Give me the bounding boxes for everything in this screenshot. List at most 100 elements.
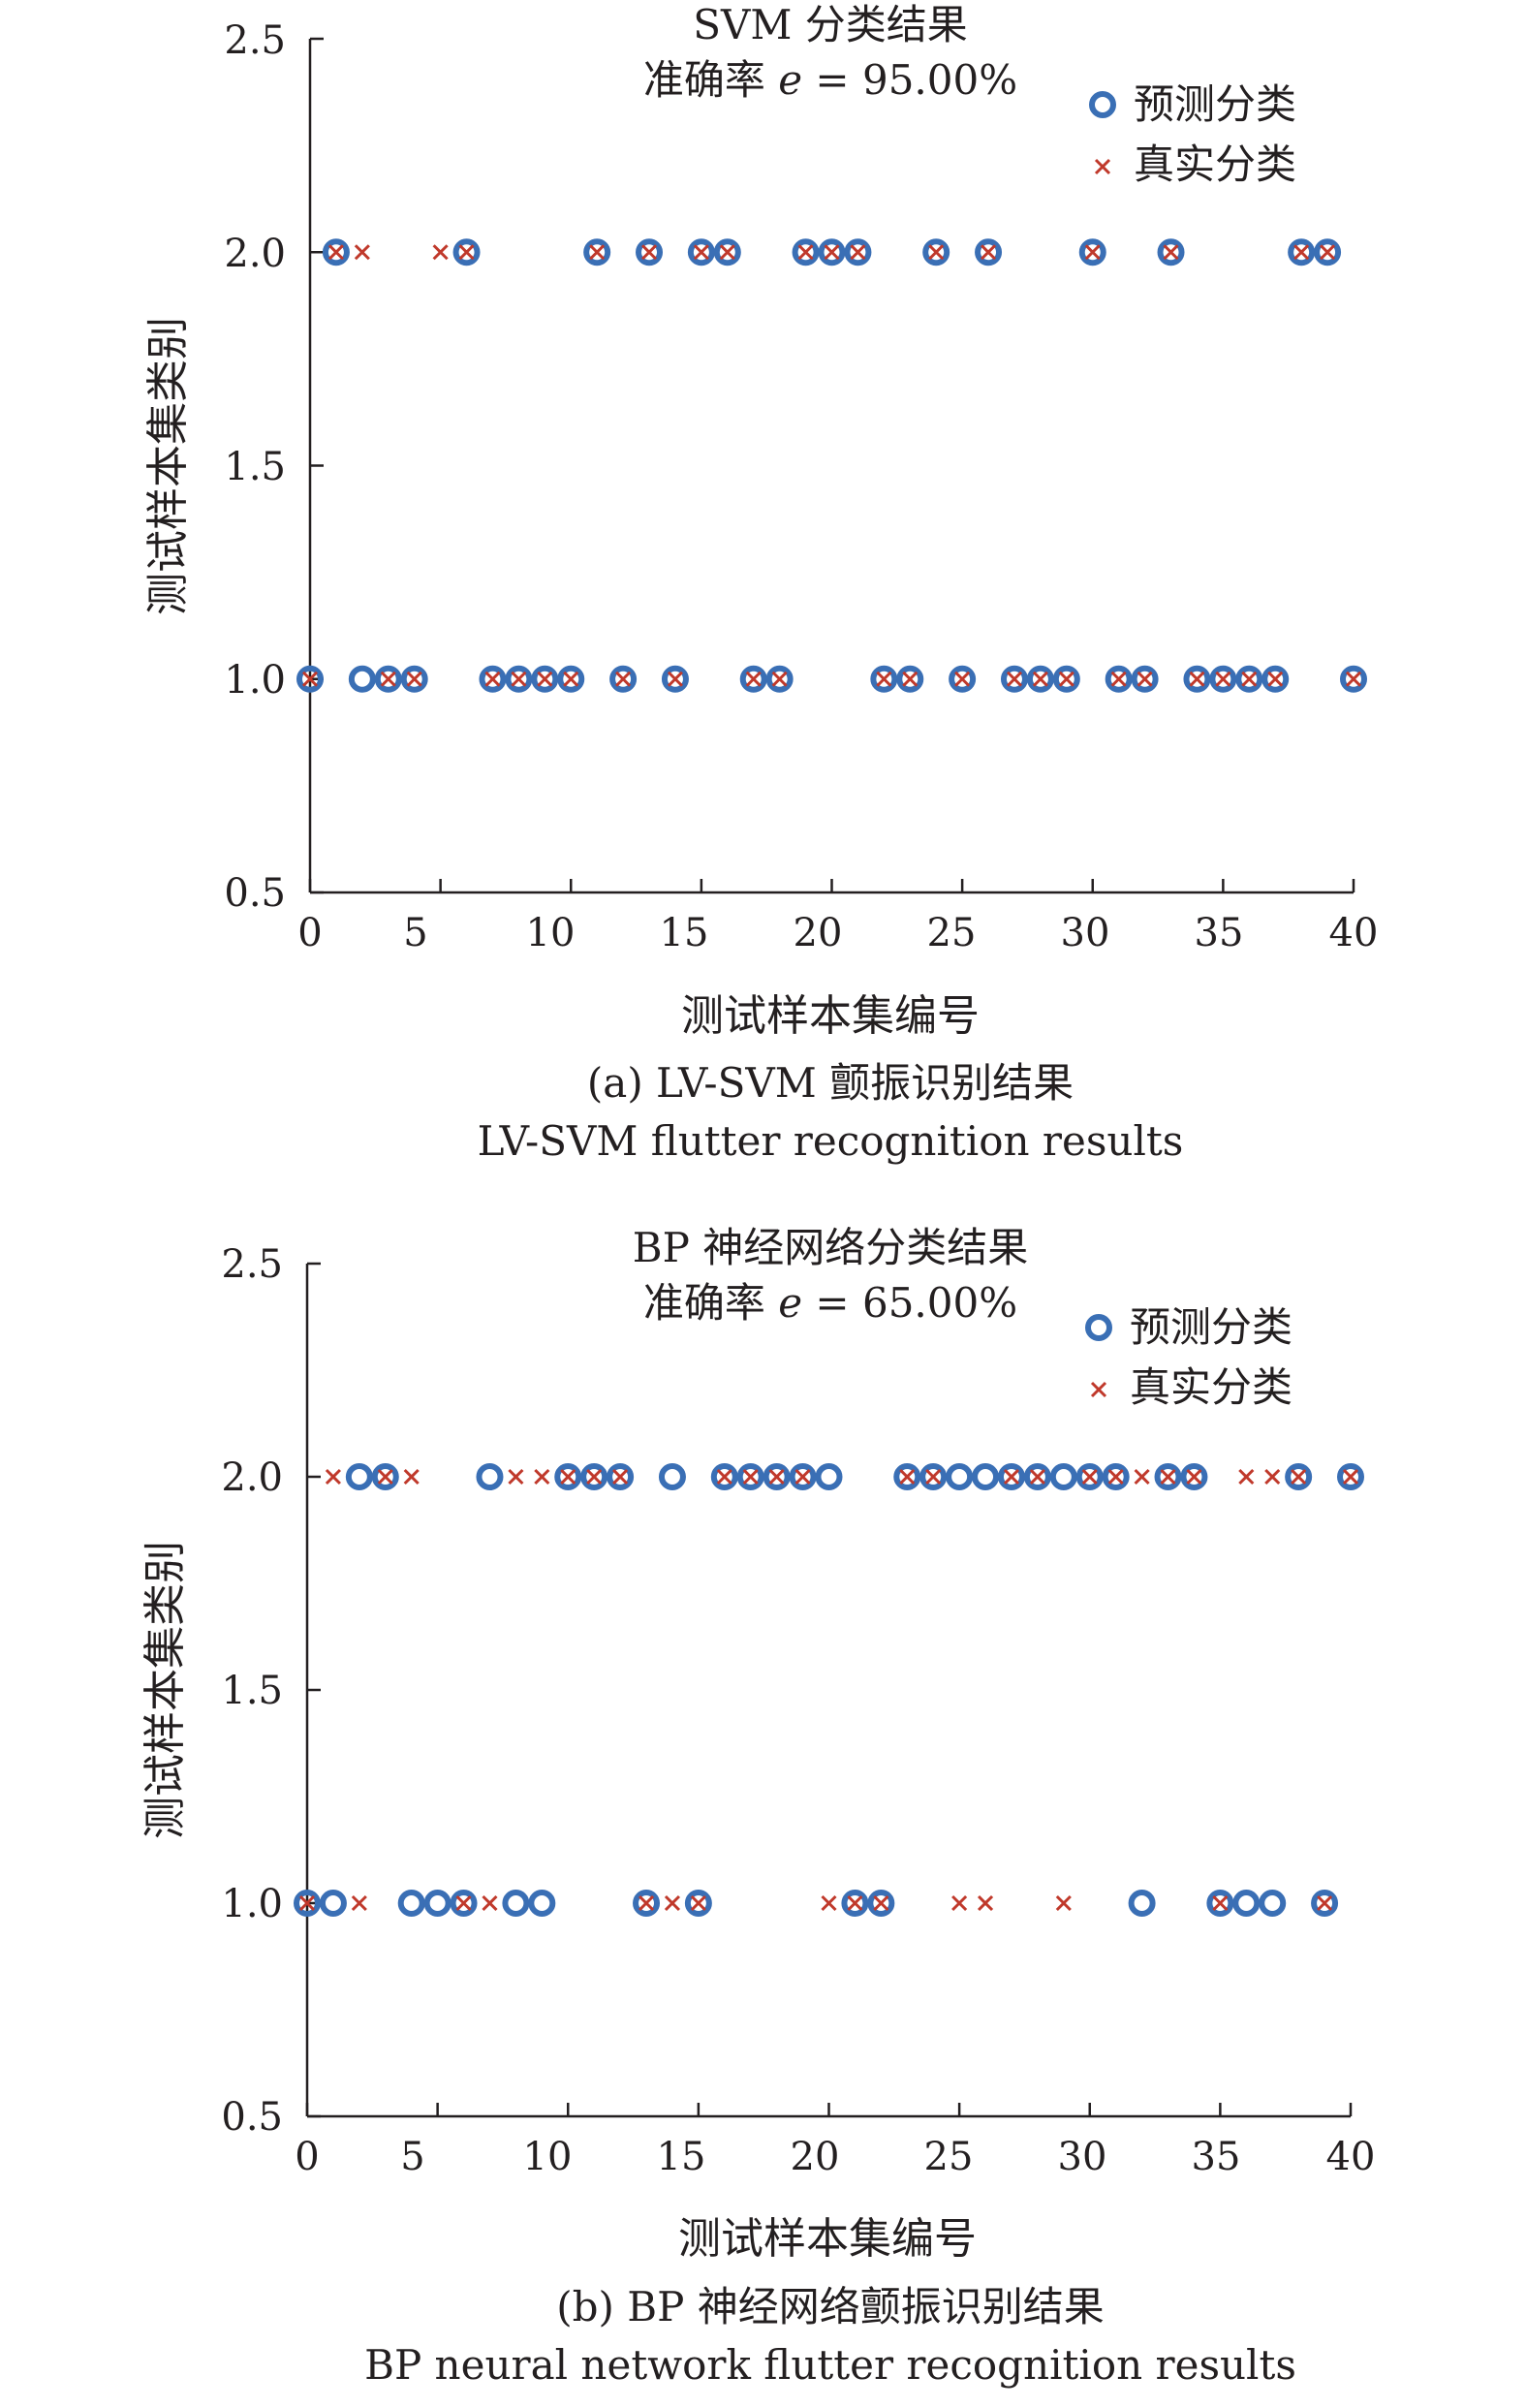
- chart-a-predicted-point: [1183, 665, 1211, 693]
- chart-b-predicted-point: [841, 1890, 869, 1917]
- chart-a-predicted-point: [1026, 665, 1054, 693]
- chart-b-actual-point: [560, 1468, 576, 1485]
- chart-b-actual-point: [664, 1894, 681, 1912]
- chart-a-actual-point: [589, 244, 606, 261]
- chart-a-actual-point: [1137, 671, 1153, 687]
- chart-a-legend: 预测分类 真实分类: [1089, 80, 1296, 188]
- chart-a-xlabel: 测试样本集编号: [681, 991, 980, 1041]
- chart-a-actual-point: [537, 671, 553, 687]
- chart-b-actual-point: [873, 1894, 889, 1912]
- chart-a-predicted-point: [348, 665, 376, 693]
- chart-b-predicted-point: [1311, 1890, 1339, 1917]
- chart-a-axes: 0.5 1.0 1.5 2.0 2.5 0 5 10 15 20 25 30 3…: [224, 18, 1378, 955]
- chart-a-actual-point: [1058, 671, 1074, 687]
- chart-b-xtick-label: 20: [791, 2135, 840, 2179]
- chart-a-predicted-point: [531, 665, 559, 693]
- chart-b-actual-point: [1003, 1468, 1020, 1485]
- chart-b-predicted-point: [867, 1890, 895, 1917]
- chart-a-ylabel: 测试样本集类别: [143, 317, 193, 615]
- chart-a-ytick-label: 1.0: [224, 658, 286, 703]
- chart-b-actual-point: [1160, 1468, 1176, 1485]
- chart-b-predicted-point: [423, 1890, 452, 1917]
- chart-b-predicted-point: [1049, 1463, 1077, 1490]
- chart-b-actual-point: [586, 1468, 603, 1485]
- chart-b-ytick-label: 1.0: [221, 1882, 283, 1926]
- chart-b-actual-point: [1342, 1468, 1359, 1485]
- chart-a-predicted-point: [1131, 665, 1159, 693]
- chart-a-actual-point: [954, 671, 971, 687]
- chart-a-actual-point: [824, 244, 840, 261]
- chart-a-predicted-point: [400, 665, 428, 693]
- chart-a-predicted-point: [636, 238, 664, 266]
- chart-b-predicted-point: [1232, 1890, 1261, 1917]
- chart-a-xtick-label: 20: [794, 911, 843, 955]
- chart-b-actual-point: [612, 1468, 629, 1485]
- chart-b-predicted-point: [815, 1463, 843, 1490]
- chart-b-xtick-label: 40: [1326, 2135, 1376, 2179]
- chart-a-actual-point: [667, 671, 684, 687]
- chart-a-actual-point: [902, 671, 919, 687]
- chart-a-ytick-label: 2.5: [224, 18, 286, 63]
- chart-a-actual-point: [406, 671, 422, 687]
- chart-b-actual-point: [1107, 1468, 1124, 1485]
- chart-b-predicted-point: [1102, 1463, 1130, 1490]
- chart-b-predicted-point: [972, 1463, 1000, 1490]
- chart-a-actual-point: [1084, 244, 1101, 261]
- chart-b-actual-point: [951, 1894, 968, 1912]
- chart-a-title: SVM 分类结果: [693, 1, 967, 48]
- chart-b-legend-x-marker: [1090, 1381, 1107, 1398]
- chart-b-xtick-label: 25: [924, 2135, 974, 2179]
- chart-b-actual-point: [742, 1468, 759, 1485]
- chart-a-legend-circle-marker: [1089, 91, 1116, 118]
- chart-a-actual-point: [1215, 671, 1231, 687]
- chart-b-actual-point: [455, 1894, 472, 1912]
- chart-a-actual-point: [458, 244, 475, 261]
- chart-b-xtick-label: 35: [1192, 2135, 1241, 2179]
- chart-b-predicted-point: [946, 1463, 974, 1490]
- chart-b-predicted-point: [736, 1463, 764, 1490]
- chart-a-legend-label-predicted: 预测分类: [1134, 80, 1296, 128]
- chart-panel-a: SVM 分类结果 准确率 e = 95.00% 0.5 1.0 1.5 2.0 …: [143, 1, 1378, 1165]
- chart-b-caption-en: BP neural network flutter recognition re…: [364, 2341, 1296, 2389]
- chart-a-predicted-point: [479, 665, 507, 693]
- chart-a-actual-point: [511, 671, 527, 687]
- chart-a-actual-point: [484, 671, 501, 687]
- chart-b-actual-point: [1212, 1894, 1229, 1912]
- chart-b-predicted-point: [476, 1463, 504, 1490]
- chart-b-subtitle: 准确率 e = 65.00%: [643, 1279, 1017, 1327]
- chart-a-predicted-point: [296, 665, 324, 693]
- chart-b-ylabel: 测试样本集类别: [140, 1541, 190, 1839]
- chart-b-xtick-label: 15: [657, 2135, 706, 2179]
- chart-b-actual-point: [977, 1894, 994, 1912]
- chart-a-actual-point: [1320, 244, 1336, 261]
- chart-a-predicted-point: [609, 665, 638, 693]
- chart-b-predicted-point: [528, 1890, 556, 1917]
- chart-b-predicted-point: [294, 1890, 321, 1917]
- chart-b-predicted-point: [1206, 1890, 1234, 1917]
- chart-b-predicted-point: [502, 1890, 530, 1917]
- chart-b-predicted-point: [763, 1463, 791, 1490]
- chart-b-actual-point: [1134, 1468, 1150, 1485]
- chart-a-actual-point: [327, 244, 344, 261]
- chart-b-predicted-point: [345, 1463, 373, 1490]
- chart-b-xtick-label: 5: [400, 2135, 424, 2179]
- chart-a-actual-point: [1006, 671, 1023, 687]
- chart-a-actual-point: [1267, 671, 1284, 687]
- chart-b-actual-point: [1291, 1468, 1307, 1485]
- chart-a-predicted-point: [505, 665, 533, 693]
- chart-a-xtick-label: 5: [403, 911, 427, 955]
- chart-a-predicted-point: [1105, 665, 1133, 693]
- chart-a-actual-point: [640, 244, 658, 261]
- chart-a-predicted-point: [713, 238, 741, 266]
- chart-b-actual-point: [325, 1468, 341, 1485]
- chart-b-legend-circle-marker: [1085, 1314, 1112, 1341]
- chart-a-predicted-point: [583, 238, 611, 266]
- chart-b-predicted-point: [1154, 1463, 1182, 1490]
- chart-b-actual-point: [377, 1468, 393, 1485]
- chart-b-actual-point: [351, 1894, 367, 1912]
- chart-a-predicted-point: [1288, 238, 1316, 266]
- chart-a-predicted-point: [870, 665, 898, 693]
- chart-a-actual-point: [615, 671, 632, 687]
- chart-b-actual-point: [716, 1468, 732, 1485]
